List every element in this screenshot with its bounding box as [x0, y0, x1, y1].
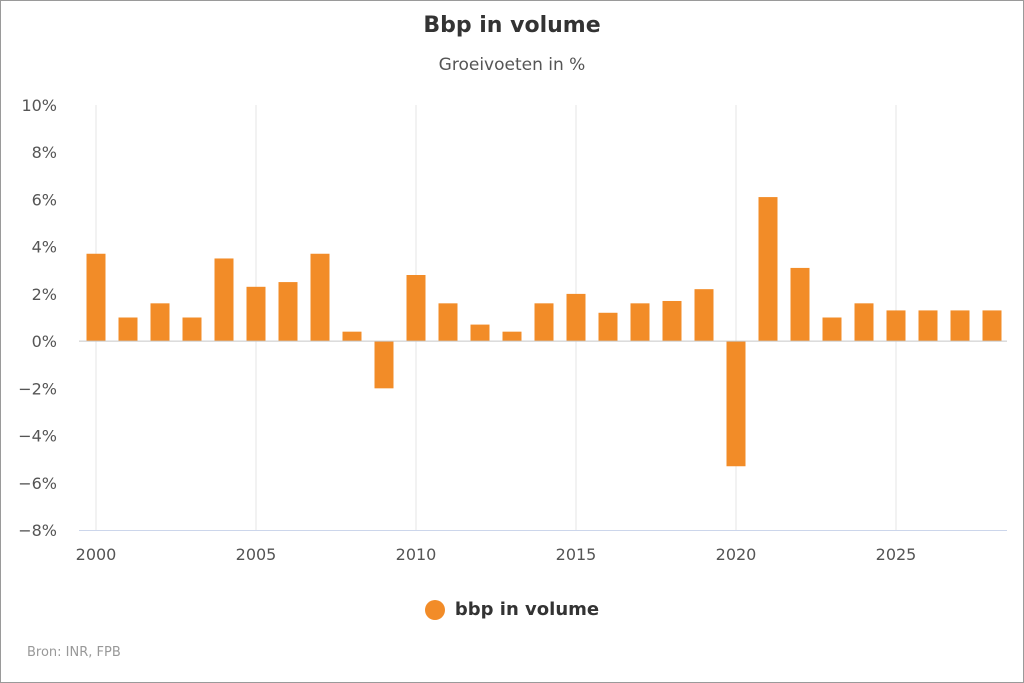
y-tick-label: 10% — [21, 96, 57, 115]
bar-2012[interactable] — [470, 324, 490, 342]
y-tick-label: 2% — [32, 285, 57, 304]
y-tick-label: −6% — [18, 474, 57, 493]
bar-2027[interactable] — [950, 310, 970, 342]
y-tick-label: 6% — [32, 190, 57, 209]
y-tick-label: 4% — [32, 238, 57, 257]
x-tick-label: 2010 — [396, 545, 437, 564]
bar-2001[interactable] — [118, 317, 138, 342]
bar-2021[interactable] — [758, 197, 778, 342]
bar-2025[interactable] — [886, 310, 906, 342]
bar-2007[interactable] — [310, 253, 330, 342]
bar-2014[interactable] — [534, 303, 554, 342]
bar-2020[interactable] — [726, 341, 746, 467]
bar-2002[interactable] — [150, 303, 170, 342]
bar-2000[interactable] — [86, 253, 106, 342]
bar-2023[interactable] — [822, 317, 842, 342]
legend[interactable]: bbp in volume — [1, 599, 1023, 620]
bar-2018[interactable] — [662, 300, 682, 342]
axes — [79, 340, 1007, 531]
y-tick-label: −4% — [18, 427, 57, 446]
y-tick-label: 0% — [32, 332, 57, 351]
bar-2004[interactable] — [214, 258, 234, 342]
legend-swatch-icon — [424, 599, 445, 620]
bar-2019[interactable] — [694, 289, 714, 342]
x-tick-label: 2000 — [76, 545, 117, 564]
bars — [86, 197, 1002, 467]
bar-2024[interactable] — [854, 303, 874, 342]
bar-2005[interactable] — [246, 286, 266, 342]
chart-title: Bbp in volume — [423, 13, 601, 38]
bar-2011[interactable] — [438, 303, 458, 342]
x-tick-label: 2025 — [876, 545, 917, 564]
bar-2016[interactable] — [598, 312, 618, 342]
y-tick-label: 8% — [32, 143, 57, 162]
bar-2006[interactable] — [278, 282, 298, 342]
chart-subtitle: Groeivoeten in % — [438, 55, 586, 75]
bar-2010[interactable] — [406, 275, 426, 342]
y-tick-label: −2% — [18, 379, 57, 398]
bar-2026[interactable] — [918, 310, 938, 342]
credits: Bron: INR, FPB — [27, 645, 121, 660]
legend-label: bbp in volume — [454, 599, 600, 620]
bar-2022[interactable] — [790, 267, 810, 342]
bar-2009[interactable] — [374, 341, 394, 389]
bar-2013[interactable] — [502, 331, 522, 342]
bar-2017[interactable] — [630, 303, 650, 342]
y-axis-labels: −8% −6% −4% −2% 0% 2% 4% 6% 8% 10% — [18, 96, 57, 540]
bar-2008[interactable] — [342, 331, 362, 342]
x-tick-label: 2020 — [716, 545, 757, 564]
x-tick-label: 2015 — [556, 545, 597, 564]
bar-2015[interactable] — [566, 293, 586, 342]
bar-2003[interactable] — [182, 317, 202, 342]
x-axis-labels: 2000 2005 2010 2015 2020 2025 — [76, 545, 917, 564]
bar-2028[interactable] — [982, 310, 1002, 342]
y-tick-label: −8% — [18, 521, 57, 540]
x-tick-label: 2005 — [236, 545, 277, 564]
